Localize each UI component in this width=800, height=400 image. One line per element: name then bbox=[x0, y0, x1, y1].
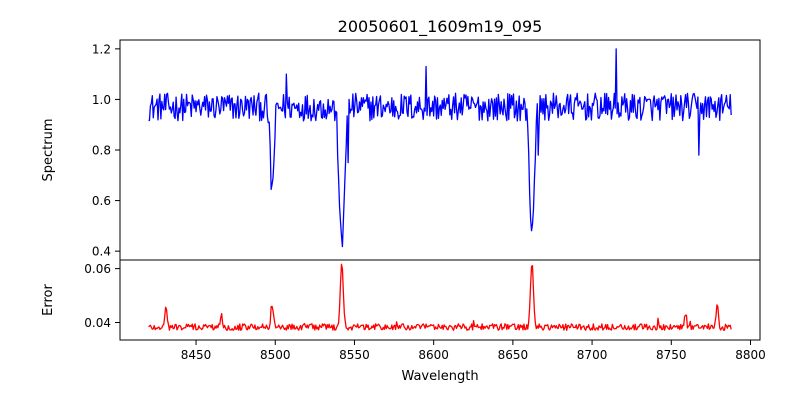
x-tick-label: 8450 bbox=[181, 348, 212, 362]
spectrum-y-tick-label: 1.2 bbox=[92, 42, 111, 56]
spectrum-y-tick-label: 0.4 bbox=[92, 245, 111, 259]
x-tick-label: 8650 bbox=[498, 348, 529, 362]
spectrum-y-axis-label: Spectrum bbox=[41, 119, 56, 182]
spectrum-panel: 0.4 0.6 0.8 1.0 1.2 Spectrum bbox=[41, 39, 761, 261]
x-axis-ticks: 8450 8500 8550 8600 8650 8700 8750 8800 bbox=[181, 340, 766, 362]
error-y-tick-label: 0.06 bbox=[84, 262, 111, 276]
x-tick-label: 8500 bbox=[260, 348, 291, 362]
error-y-ticks: 0.04 0.06 bbox=[84, 262, 120, 330]
spectrum-series-line bbox=[148, 48, 732, 248]
error-y-axis-label: Error bbox=[41, 284, 56, 316]
error-y-tick-label: 0.04 bbox=[84, 316, 111, 330]
x-tick-label: 8550 bbox=[339, 348, 370, 362]
spectrum-y-tick-label: 1.0 bbox=[92, 93, 111, 107]
spectrum-y-tick-label: 0.6 bbox=[92, 194, 111, 208]
chart-title: 20050601_1609m19_095 bbox=[338, 17, 543, 37]
spectrum-y-tick-label: 0.8 bbox=[92, 144, 111, 158]
error-axes-frame bbox=[119, 259, 761, 341]
x-tick-label: 8750 bbox=[656, 348, 687, 362]
x-tick-label: 8700 bbox=[577, 348, 608, 362]
x-tick-label: 8800 bbox=[735, 348, 766, 362]
spectrum-y-ticks: 0.4 0.6 0.8 1.0 1.2 bbox=[92, 42, 120, 259]
x-axis-label: Wavelength bbox=[401, 369, 478, 384]
error-panel: 0.04 0.06 Error bbox=[41, 259, 761, 341]
x-tick-label: 8600 bbox=[418, 348, 449, 362]
error-series-line bbox=[148, 263, 732, 331]
